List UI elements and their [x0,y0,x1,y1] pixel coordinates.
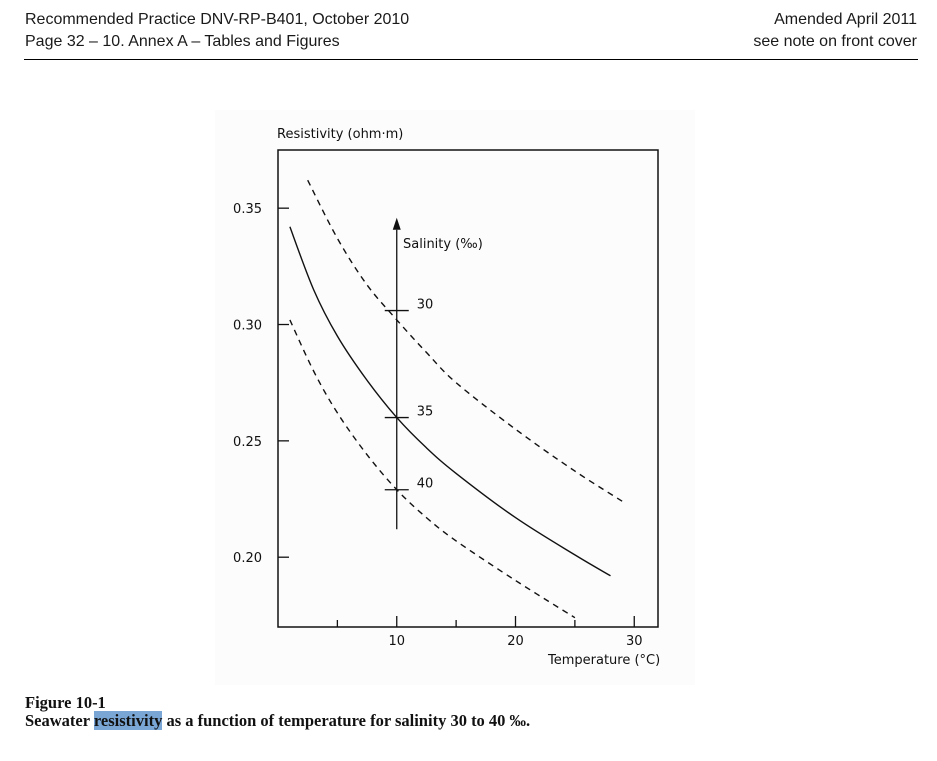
caption-text: Seawater resistivity as a function of te… [25,711,531,730]
salinity-curve-40 [289,319,576,619]
front-cover-note: see note on front cover [753,33,917,50]
x-tick-label: 20 [507,634,524,649]
x-axis-label: Temperature (°C) [547,653,660,668]
document-header-right: Amended April 2011 see note on front cov… [753,9,917,53]
highlighted-term[interactable]: resistivity [93,711,163,730]
x-tick-label: 30 [626,634,643,649]
figure-caption: Figure 10-1 Seawater resistivity as a fu… [25,694,530,730]
y-tick-label: 0.25 [233,435,262,450]
y-tick-label: 0.30 [233,319,262,334]
document-header-left: Recommended Practice DNV-RP-B401, Octobe… [25,9,409,53]
salinity-curve-30 [307,179,623,502]
header-divider [24,59,918,60]
x-tick-label: 10 [388,634,405,649]
salinity-arrow-icon [392,217,401,230]
salinity-mark-label: 30 [417,298,434,313]
figure-area [215,110,695,685]
plot-frame [277,149,659,628]
document-title: Recommended Practice DNV-RP-B401, Octobe… [25,11,410,28]
salinity-mark-label: 35 [417,405,434,420]
salinity-curve-35 [289,226,611,577]
caption-text-start: Seawater [25,711,94,730]
y-tick-label: 0.20 [233,551,262,566]
figure-label: Figure 10-1 [25,693,106,712]
amendment-date: Amended April 2011 [774,11,917,28]
y-tick-label: 0.35 [233,202,262,217]
caption-text-end: as a function of temperature for salinit… [162,711,531,730]
y-axis-label: Resistivity (ohm·m) [277,127,403,142]
salinity-axis-label: Salinity (‰) [403,237,483,252]
page-reference: Page 32 – 10. Annex A – Tables and Figur… [25,33,340,50]
salinity-mark-label: 40 [417,477,434,492]
